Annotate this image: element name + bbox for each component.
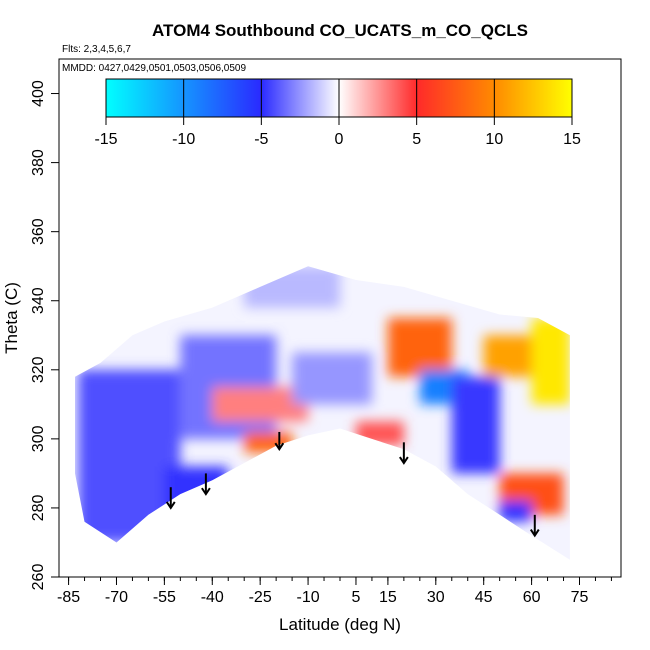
y-tick-label: 280 [30, 494, 47, 521]
y-tick-label: 360 [30, 218, 47, 245]
y-axis: 260 280 300 320 340 360 380 400 [30, 80, 59, 590]
y-tick-label: 320 [30, 356, 47, 383]
x-tick-label: 75 [571, 589, 589, 606]
field-region-5 [292, 352, 372, 405]
field-region-7 [387, 318, 452, 377]
x-axis-label: Latitude (deg N) [279, 615, 401, 634]
colorbar-tick-label: 5 [412, 131, 421, 148]
x-axis: -85 -70 -55 -40 -25 -10 5 15 30 45 60 75 [57, 577, 612, 606]
arrow-0 [165, 487, 176, 510]
x-tick-label: -55 [153, 589, 176, 606]
chart-title: ATOM4 Southbound CO_UCATS_m_CO_QCLS [152, 21, 528, 40]
field-region-11 [531, 318, 570, 405]
field-region-9 [451, 376, 500, 474]
colorbar: -15 -10 -5 0 5 10 15 [94, 78, 581, 148]
arrow-1 [201, 473, 211, 496]
field-region-13 [499, 501, 532, 522]
y-axis-label: Theta (C) [2, 282, 21, 354]
colorbar-tick-label: 15 [563, 131, 581, 148]
x-tick-label: -10 [297, 589, 320, 606]
field-region-10 [483, 335, 532, 377]
colorbar-tick-label: -5 [254, 131, 268, 148]
flights-note: Flts: 2,3,4,5,6,7 [62, 44, 131, 55]
arrow-markers [165, 431, 540, 538]
x-tick-label: -85 [57, 589, 80, 606]
arrow-4 [529, 514, 540, 538]
colorbar-tick-label: -10 [172, 131, 195, 148]
y-tick-label: 340 [30, 287, 47, 314]
dates-note: MMDD: 0427,0429,0501,0503,0506,0509 [62, 63, 246, 74]
colorbar-tick-label: -15 [94, 131, 117, 148]
x-tick-label: -70 [105, 589, 128, 606]
x-tick-label: -40 [201, 589, 224, 606]
x-tick-label: 60 [523, 589, 541, 606]
x-tick-label: 15 [379, 589, 397, 606]
arrow-2 [274, 431, 285, 452]
x-tick-label: 5 [352, 589, 361, 606]
y-tick-label: 300 [30, 425, 47, 452]
arrow-3 [399, 442, 409, 465]
x-tick-label: -25 [249, 589, 272, 606]
y-tick-label: 380 [30, 149, 47, 176]
colorbar-tick-label: 0 [335, 131, 344, 148]
x-tick-label: 30 [427, 589, 445, 606]
y-tick-label: 260 [30, 564, 47, 591]
x-tick-label: 45 [475, 589, 493, 606]
field-region-2 [180, 335, 277, 439]
y-tick-label: 400 [30, 80, 47, 107]
colorbar-tick-label: 10 [485, 131, 503, 148]
